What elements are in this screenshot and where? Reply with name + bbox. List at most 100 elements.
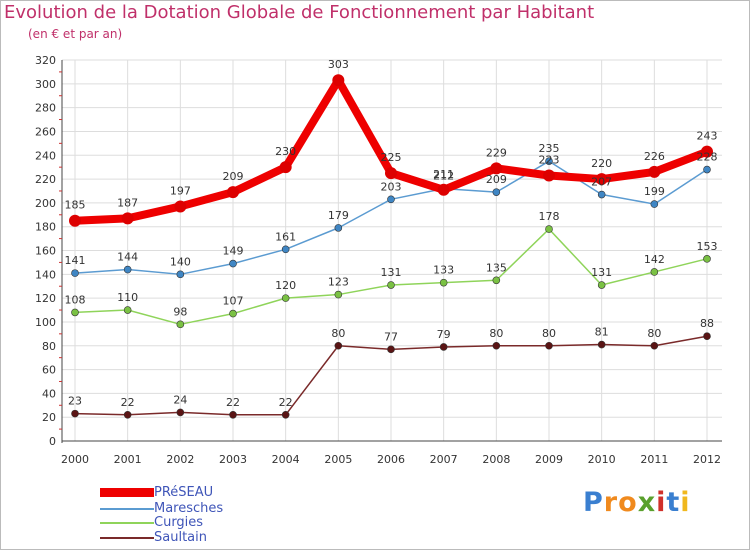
legend-item-saultain: Saultain (100, 530, 207, 545)
data-label-maresches: 161 (275, 230, 296, 243)
data-label-saultain: 77 (384, 330, 398, 343)
data-label-maresches: 209 (486, 173, 507, 186)
data-label-maresches: 179 (328, 209, 349, 222)
data-point-maresches (650, 200, 659, 208)
data-point-saultain (123, 411, 132, 419)
legend-label-preseau: PRéSEAU (154, 485, 214, 500)
series-layer (69, 74, 713, 419)
y-tick-label: 80 (42, 340, 56, 353)
data-point-maresches (545, 157, 553, 166)
data-label-curgies: 131 (591, 266, 612, 279)
data-point-maresches (334, 224, 343, 232)
data-point-saultain (281, 411, 290, 419)
data-label-curgies: 108 (65, 293, 86, 306)
data-point-saultain (492, 341, 501, 350)
data-point-saultain (597, 340, 606, 349)
data-label-saultain: 79 (437, 328, 451, 341)
data-point-pr-seau (648, 165, 661, 178)
data-label-pr-seau: 187 (117, 196, 138, 209)
data-label-curgies: 135 (486, 261, 507, 274)
data-point-curgies (123, 306, 132, 314)
data-label-pr-seau: 225 (381, 151, 402, 164)
data-label-saultain: 22 (121, 396, 135, 409)
legend-swatch-maresches (100, 507, 154, 510)
data-label-pr-seau: 303 (328, 58, 349, 71)
data-label-pr-seau: 243 (697, 130, 718, 143)
data-point-saultain (545, 341, 553, 350)
data-label-saultain: 88 (700, 317, 714, 330)
y-tick-label: 200 (35, 197, 56, 210)
x-tick-label: 2010 (588, 453, 616, 466)
data-point-curgies (229, 309, 237, 318)
logo-letter: i (680, 487, 691, 518)
y-tick-label: 0 (49, 435, 56, 448)
data-point-curgies (387, 281, 395, 289)
x-tick-label: 2003 (219, 453, 247, 466)
x-tick-label: 2001 (114, 453, 142, 466)
data-point-maresches (597, 190, 606, 199)
data-point-maresches (703, 165, 711, 174)
data-label-maresches: 144 (117, 251, 138, 264)
y-tick-label: 180 (35, 221, 56, 234)
legend-item-curgies: Curgies (100, 515, 203, 530)
data-label-saultain: 80 (647, 327, 661, 340)
data-point-curgies (71, 308, 79, 317)
data-point-curgies (334, 290, 343, 299)
data-point-pr-seau (174, 200, 187, 213)
data-point-curgies (545, 225, 553, 233)
data-label-pr-seau: 220 (591, 157, 612, 170)
y-tick-label: 120 (35, 292, 56, 305)
data-label-saultain: 23 (68, 395, 82, 408)
data-point-curgies (439, 278, 448, 287)
y-tick-label: 40 (42, 387, 56, 400)
y-tick-label: 320 (35, 54, 56, 67)
data-point-pr-seau (701, 145, 713, 158)
legend-item-preseau: PRéSEAU (100, 485, 213, 500)
data-point-pr-seau (69, 214, 81, 227)
data-point-saultain (334, 341, 343, 350)
x-tick-label: 2006 (377, 453, 405, 466)
data-label-saultain: 22 (226, 396, 240, 409)
data-point-saultain (229, 411, 237, 419)
data-point-pr-seau (332, 74, 345, 87)
data-label-curgies: 110 (117, 291, 138, 304)
data-label-curgies: 153 (697, 240, 718, 253)
data-label-pr-seau: 230 (275, 145, 296, 158)
x-tick-label: 2007 (430, 453, 458, 466)
y-tick-label: 300 (35, 78, 56, 91)
data-label-pr-seau: 185 (65, 199, 86, 212)
data-label-maresches: 235 (539, 142, 560, 155)
data-label-pr-seau: 229 (486, 146, 507, 159)
legend-label-curgies: Curgies (154, 515, 204, 530)
x-tick-label: 2005 (324, 453, 352, 466)
data-label-pr-seau: 209 (223, 170, 244, 183)
data-label-maresches: 212 (433, 170, 454, 183)
data-label-layer: 23 22 24 22 22 80 77 79 80 80 81 80 88 108 110 98 107 120… (65, 58, 718, 409)
data-label-curgies: 142 (644, 253, 665, 266)
data-point-saultain (703, 332, 711, 341)
data-point-pr-seau (385, 167, 397, 180)
grid-layer (62, 59, 722, 442)
data-point-saultain (439, 343, 448, 351)
logo-letter: o (618, 487, 638, 518)
y-tick-label: 60 (42, 364, 56, 377)
data-label-maresches: 140 (170, 255, 191, 268)
legend-swatch-preseau (100, 488, 154, 497)
data-label-saultain: 22 (279, 396, 293, 409)
data-label-saultain: 81 (595, 326, 609, 339)
data-label-pr-seau: 226 (644, 150, 665, 163)
x-tick-label: 2000 (61, 453, 89, 466)
data-label-maresches: 207 (591, 176, 612, 189)
data-label-curgies: 123 (328, 276, 349, 289)
data-point-curgies (650, 268, 659, 276)
data-point-maresches (281, 245, 290, 254)
logo-letter: P (583, 487, 604, 518)
x-tick-label: 2002 (166, 453, 194, 466)
data-point-pr-seau (279, 161, 292, 174)
data-label-curgies: 131 (381, 266, 402, 279)
y-tick-label: 140 (35, 268, 56, 281)
data-point-curgies (492, 276, 501, 285)
x-tick-label: 2011 (640, 453, 668, 466)
data-point-pr-seau (121, 212, 134, 225)
data-label-pr-seau: 197 (170, 184, 191, 197)
